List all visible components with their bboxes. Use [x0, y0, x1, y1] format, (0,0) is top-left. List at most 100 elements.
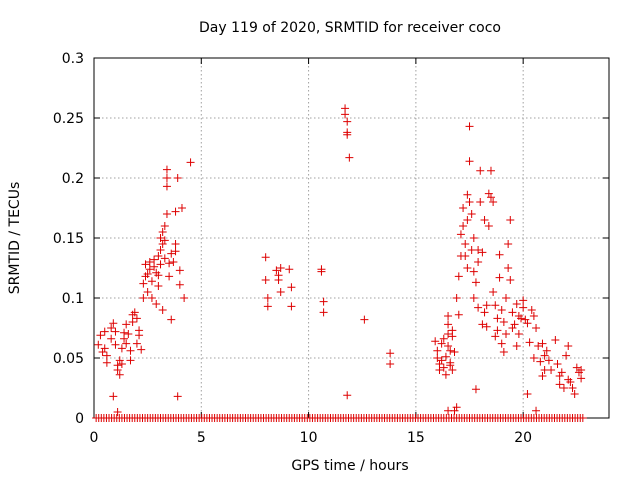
data-point — [532, 324, 541, 332]
data-point — [154, 282, 163, 290]
data-point — [150, 255, 159, 264]
data-point — [287, 302, 296, 311]
data-point — [444, 312, 453, 320]
x-tick-label: 10 — [300, 430, 318, 446]
data-point — [465, 122, 474, 131]
data-point — [107, 334, 116, 343]
data-point — [456, 230, 465, 239]
data-point — [147, 294, 156, 302]
data-point — [117, 360, 126, 368]
data-point — [557, 368, 566, 377]
data-point — [506, 216, 515, 224]
data-point — [386, 349, 395, 358]
data-point — [542, 346, 551, 355]
data-point — [491, 301, 500, 310]
data-point — [495, 273, 504, 282]
data-point — [165, 272, 174, 281]
data-point — [102, 358, 111, 367]
data-point — [502, 294, 510, 302]
data-point — [115, 370, 124, 379]
data-point — [158, 240, 167, 248]
data-point — [171, 240, 180, 248]
data-point — [553, 360, 562, 368]
data-point — [564, 342, 573, 350]
x-tick-label: 20 — [514, 430, 532, 446]
data-point — [162, 182, 171, 191]
data-point — [493, 314, 502, 323]
data-point — [96, 331, 105, 340]
data-point — [113, 366, 122, 374]
data-point — [132, 339, 141, 348]
data-point — [469, 294, 478, 302]
data-point — [527, 306, 536, 314]
data-point — [263, 302, 272, 311]
data-point — [162, 174, 171, 182]
data-point — [162, 210, 171, 218]
data-point — [435, 366, 444, 374]
data-point — [572, 363, 581, 372]
data-point — [147, 277, 156, 286]
data-point — [158, 228, 167, 236]
data-point — [360, 315, 369, 324]
data-point — [517, 314, 526, 323]
data-point — [474, 303, 483, 312]
data-point — [499, 318, 508, 326]
data-point — [276, 264, 285, 272]
data-point — [160, 236, 169, 245]
y-tick-label: 0.05 — [53, 351, 84, 367]
data-point — [578, 414, 587, 422]
data-point — [512, 300, 521, 308]
data-point — [143, 270, 152, 278]
data-point — [476, 198, 485, 206]
data-point — [480, 216, 489, 224]
y-tick-label: 0 — [75, 411, 84, 427]
data-point — [562, 351, 571, 360]
grid-layer — [94, 58, 609, 418]
data-point — [437, 339, 446, 348]
data-point — [463, 190, 472, 199]
data-point — [285, 265, 294, 274]
data-point — [98, 348, 107, 356]
data-point — [577, 366, 586, 374]
data-point — [448, 332, 457, 341]
data-point — [493, 326, 502, 335]
data-point — [499, 348, 508, 356]
x-axis-label: GPS time / hours — [291, 458, 408, 474]
data-point — [566, 378, 575, 386]
data-point — [186, 158, 195, 167]
y-tick-label: 0.1 — [62, 291, 84, 307]
data-point — [497, 339, 506, 348]
data-point — [482, 301, 491, 310]
data-point — [122, 320, 131, 329]
data-point — [261, 276, 270, 284]
data-point — [478, 320, 487, 329]
data-point — [536, 357, 545, 366]
data-point — [484, 189, 493, 198]
data-point — [160, 254, 169, 263]
data-point — [521, 315, 530, 324]
data-point — [555, 380, 564, 389]
y-tick-label: 0.3 — [62, 51, 84, 67]
data-point — [109, 319, 118, 328]
data-point — [484, 222, 493, 230]
data-point — [276, 288, 285, 296]
data-point — [510, 320, 519, 329]
data-point — [100, 344, 109, 353]
data-point — [529, 354, 538, 362]
data-point — [137, 345, 146, 354]
data-point — [570, 390, 579, 398]
data-point — [441, 352, 450, 361]
data-point — [141, 260, 150, 269]
data-point — [156, 260, 165, 269]
data-point — [274, 276, 283, 284]
data-point — [439, 334, 448, 343]
data-point — [529, 312, 538, 320]
data-point — [519, 303, 528, 312]
data-point — [158, 306, 167, 314]
data-point — [167, 315, 176, 324]
data-point — [126, 356, 135, 365]
data-point — [154, 252, 163, 260]
data-point — [124, 330, 133, 338]
data-point — [551, 336, 560, 344]
y-tick-label: 0.15 — [53, 231, 84, 247]
